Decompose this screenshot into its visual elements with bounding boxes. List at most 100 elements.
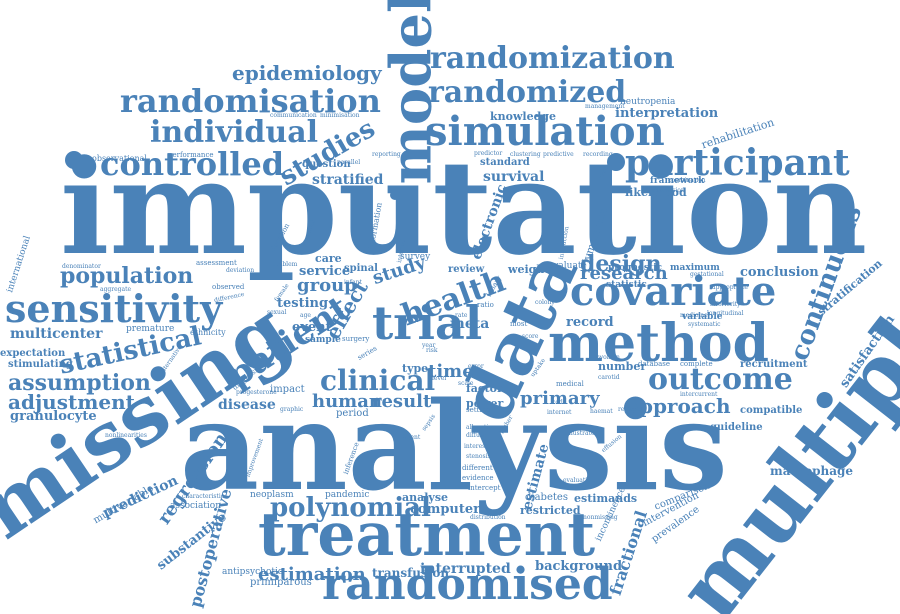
word: statistic [606, 280, 647, 290]
word: different [462, 464, 493, 472]
word: gestational [690, 271, 724, 278]
word: event [292, 320, 332, 335]
word: progesterone [236, 389, 277, 396]
word: evaluate [548, 261, 587, 271]
word: woman [598, 354, 620, 361]
word: conclusion [740, 265, 819, 280]
word: granulocyte [10, 409, 97, 424]
word: assessment [196, 259, 237, 267]
word: participant [625, 142, 850, 184]
word: stenosis [466, 453, 491, 460]
word: randomization [430, 41, 675, 76]
word: clinical [320, 364, 436, 397]
word: restricted [520, 504, 581, 517]
word: time [428, 361, 474, 382]
word: epidemiology [232, 61, 382, 85]
word: rate [455, 312, 468, 319]
word: deviation [226, 267, 255, 274]
word: recruitment [740, 359, 808, 370]
word: human [312, 391, 382, 412]
word: spinal [344, 263, 378, 274]
word: outcome [648, 362, 793, 397]
word: interest [464, 443, 488, 450]
word: guideline [710, 422, 763, 433]
word: longitudinal [707, 310, 744, 317]
word: characteristic [182, 493, 225, 500]
word: age [300, 312, 311, 319]
word: stratified [312, 172, 384, 188]
word: agent [403, 434, 421, 441]
word: problem [272, 261, 298, 268]
word: predictor [474, 150, 503, 157]
word: medicine [680, 312, 708, 319]
word: reporting [372, 151, 401, 158]
word: internet [547, 409, 572, 416]
word: review [448, 264, 485, 275]
word: antipsychotic [222, 567, 283, 577]
word: randomisation [120, 82, 381, 120]
word: service [299, 264, 351, 279]
word: individual [150, 115, 319, 150]
word: computer [410, 502, 481, 517]
word: ratio [477, 301, 494, 309]
word: error [468, 363, 484, 370]
word: diffuse [466, 432, 487, 439]
word: imputation [60, 131, 868, 284]
word: neoplasm [250, 490, 294, 500]
word: primiparous [250, 577, 312, 588]
word: primary [520, 388, 600, 409]
word: complete [680, 360, 713, 368]
word: distribution [470, 514, 506, 521]
word: intercept [468, 484, 501, 492]
word: knowledge [490, 110, 556, 123]
word: level [432, 375, 447, 382]
word: randomised [322, 559, 613, 610]
word: variable [682, 312, 723, 322]
word: colony [535, 299, 555, 306]
word: setting [466, 406, 491, 414]
word: assumption [8, 370, 151, 396]
word: evidence [462, 474, 494, 482]
word: survival [483, 169, 545, 185]
word: weight [508, 263, 550, 276]
word: illustrate [567, 430, 595, 437]
word: controlled [100, 145, 285, 183]
word: combination [668, 177, 706, 184]
word: meta [450, 316, 490, 332]
word: number [598, 360, 647, 373]
word: year [422, 342, 436, 349]
word: clustering [510, 151, 541, 158]
word: trial [372, 296, 483, 350]
word: performance [168, 151, 214, 159]
word: survey [400, 252, 431, 262]
word: observed [212, 283, 245, 291]
word: stimulating [8, 359, 73, 370]
word: sexual [267, 309, 287, 316]
word: surgery [342, 335, 370, 343]
word: graphic [280, 406, 304, 413]
word: framework [650, 176, 705, 186]
word: communication [270, 112, 317, 119]
word: interpretation [615, 106, 719, 121]
word: diabetes [525, 492, 568, 503]
word: risk [426, 347, 438, 354]
word: prognostic [608, 263, 662, 273]
word: interrupted [420, 561, 511, 577]
word: denominator [62, 263, 101, 270]
word: standard [480, 157, 530, 168]
word: minimisation [320, 112, 360, 119]
word: method [548, 313, 769, 374]
word: macrophage [770, 464, 854, 478]
word: score [522, 333, 539, 340]
word: polynomial [270, 493, 431, 523]
word: management [585, 103, 625, 110]
word: maximum [670, 263, 720, 273]
word: relevant [618, 406, 644, 413]
word: disease [218, 397, 276, 413]
word: analysis [180, 374, 728, 518]
word: question [302, 159, 351, 170]
word: haemat [590, 408, 613, 415]
word: analyse [402, 491, 449, 504]
word: treatment [258, 500, 596, 570]
